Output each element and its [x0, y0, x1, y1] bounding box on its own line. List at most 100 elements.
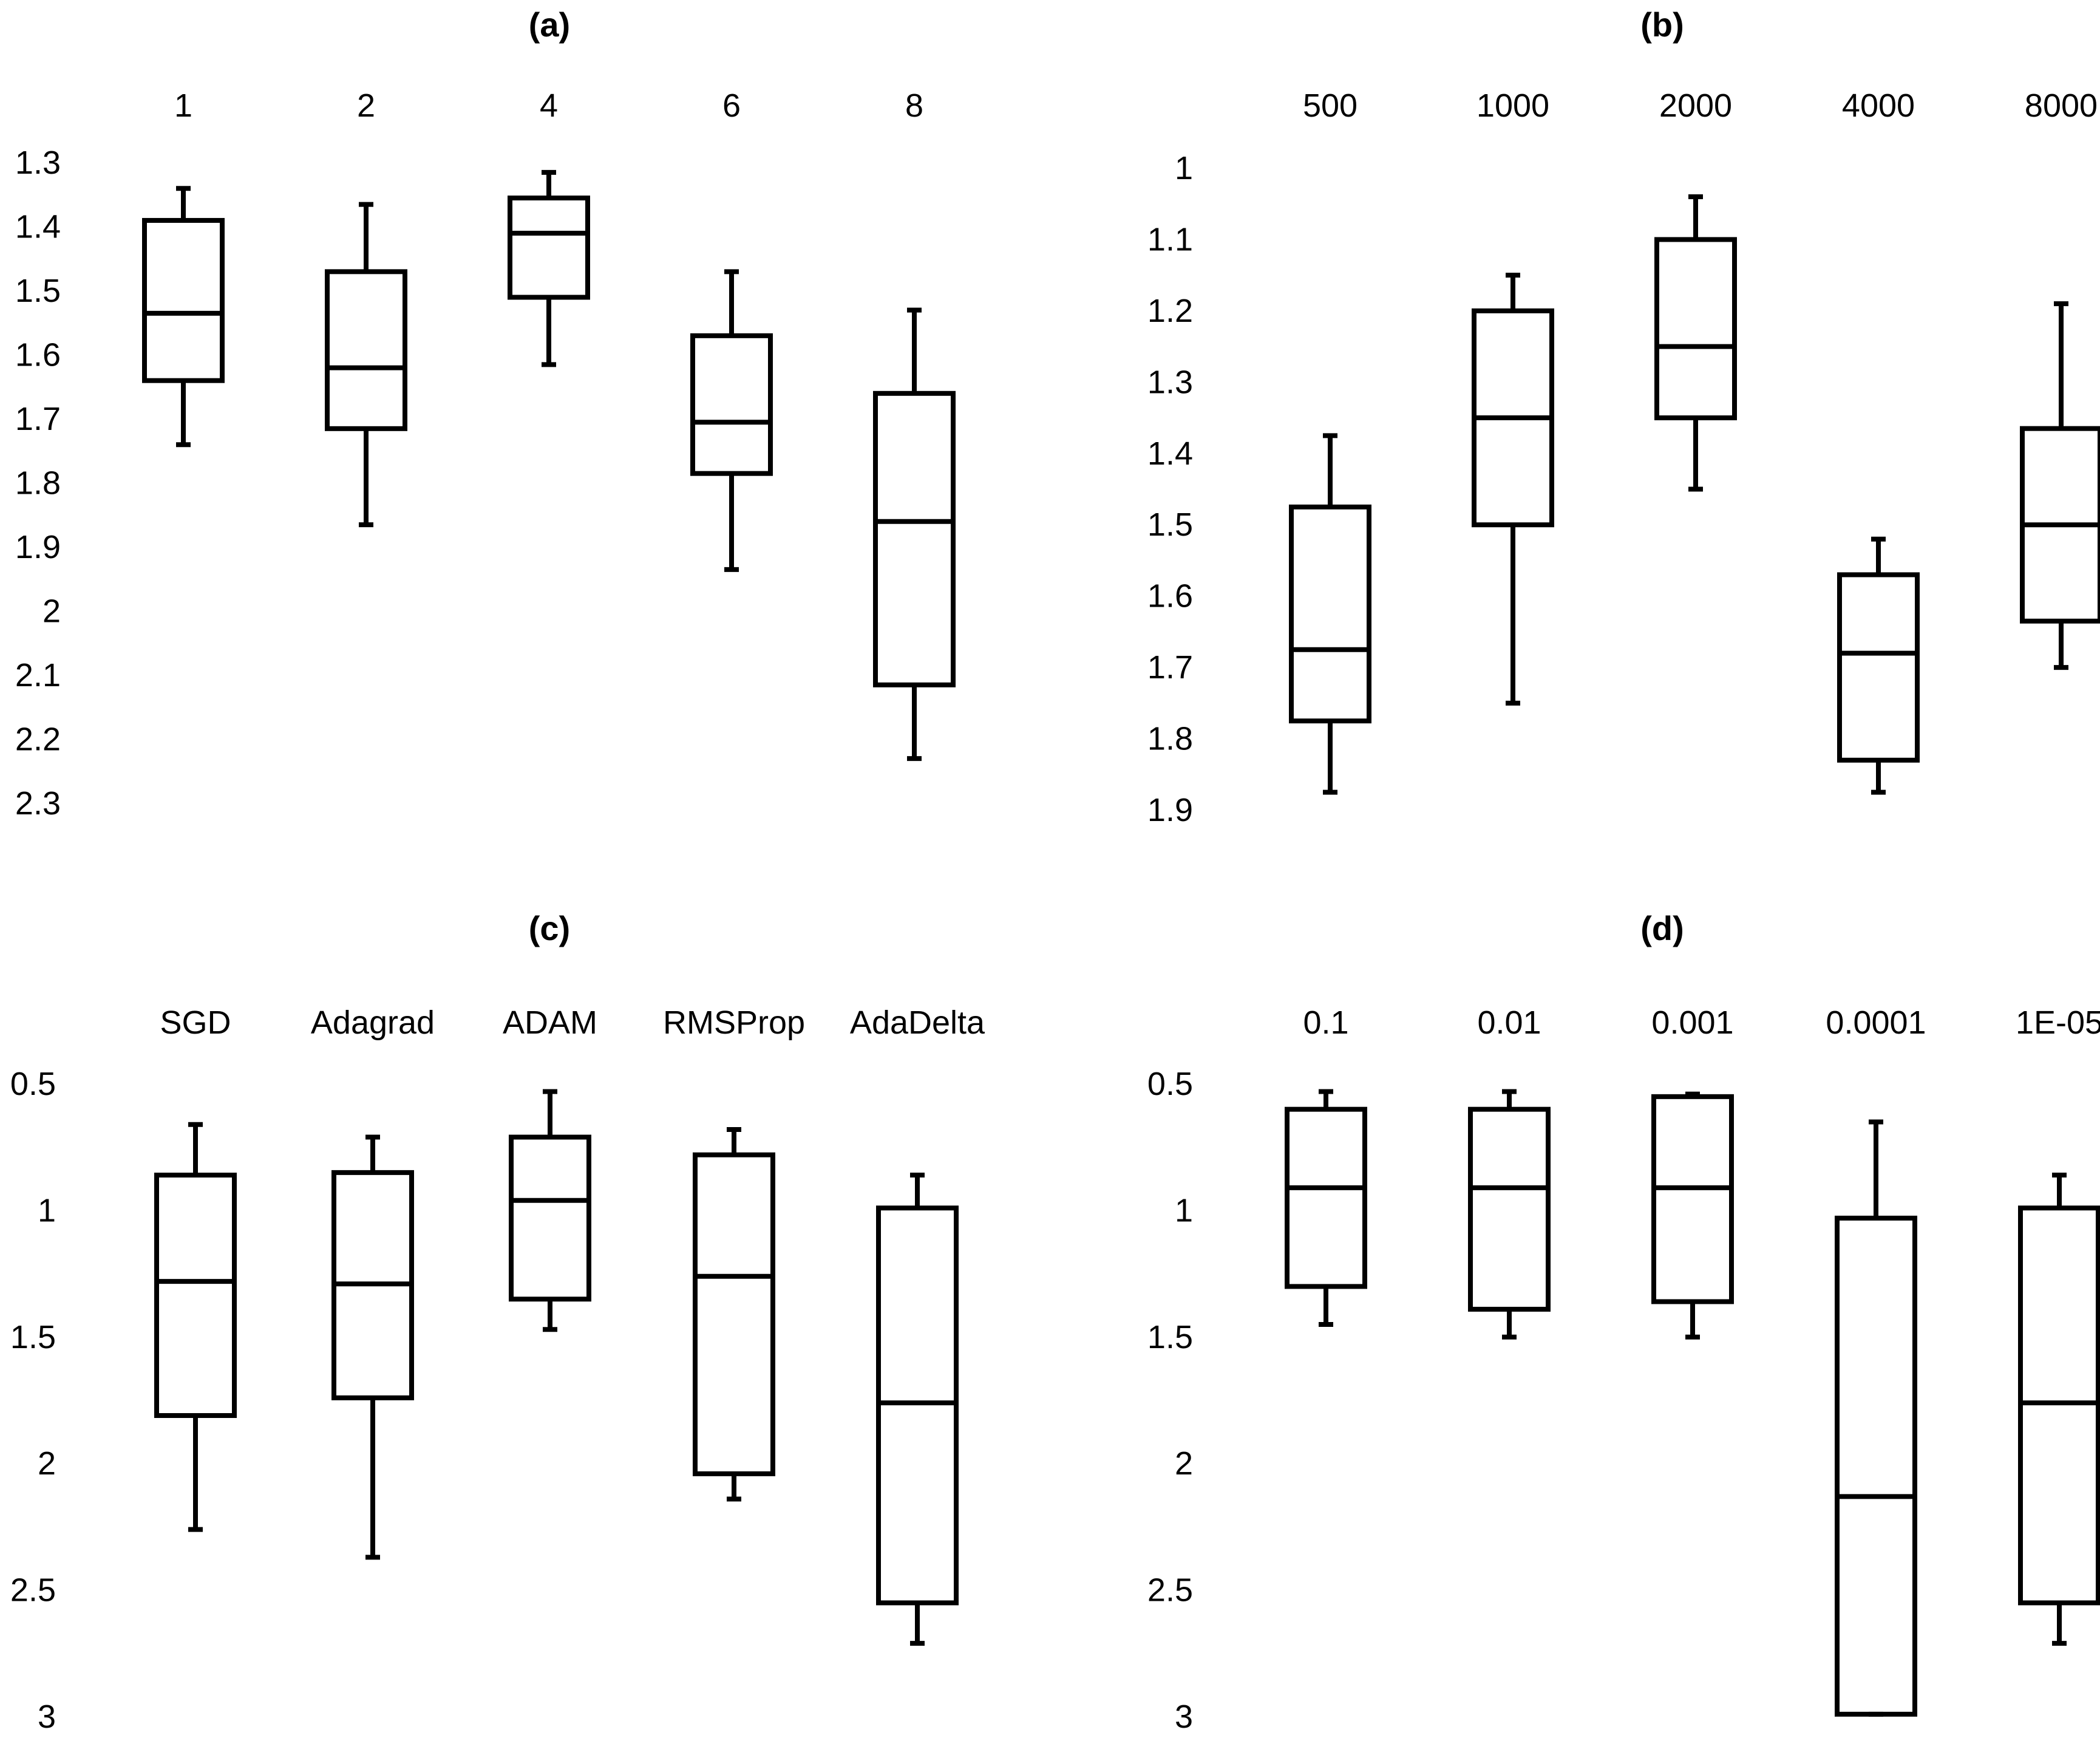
- iqr-box: [1835, 1215, 1917, 1717]
- iqr-box: [142, 217, 225, 383]
- category-label: 0.01: [1477, 1004, 1541, 1041]
- box-8: [873, 307, 956, 762]
- iqr-box: [325, 269, 407, 431]
- box-1: [142, 186, 225, 448]
- iqr-box: [1468, 1106, 1551, 1312]
- y-tick-label: 1: [1175, 1192, 1193, 1229]
- box-SGD: [154, 1122, 237, 1532]
- category-label: 500: [1303, 87, 1358, 124]
- category-labels: 1 2 4 6 8: [174, 87, 923, 124]
- y-tick-label: 1.4: [15, 209, 61, 245]
- category-label: 0.001: [1651, 1004, 1733, 1041]
- category-label: 1000: [1476, 87, 1549, 124]
- boxes: [1285, 1089, 2100, 1717]
- category-label: AdaDelta: [850, 1004, 985, 1041]
- y-tick-label: 1.8: [1147, 721, 1193, 757]
- category-label: RMSProp: [663, 1004, 805, 1041]
- y-tick-label: 2: [1175, 1445, 1193, 1482]
- box-1E-05: [2018, 1173, 2100, 1646]
- y-axis-ticks: 1 1.1 1.2 1.3 1.4 1.5 1.6 1.7 1.8 1.9: [1147, 150, 1193, 828]
- y-tick-label: 1.6: [15, 337, 61, 373]
- y-tick-label: 3: [38, 1699, 56, 1735]
- boxes: [1289, 194, 2100, 795]
- y-tick-label: 2.2: [15, 721, 61, 758]
- box-8000: [2020, 301, 2100, 670]
- iqr-box: [876, 1205, 959, 1606]
- y-tick-label: 1.8: [15, 465, 61, 502]
- panel-title: (b): [1640, 5, 1684, 44]
- y-axis-ticks: 0.5 1 1.5 2 2.5 3: [10, 1066, 56, 1735]
- category-label: 0.0001: [1826, 1004, 1926, 1041]
- panel-title: (c): [529, 909, 570, 947]
- iqr-box: [508, 196, 590, 300]
- y-tick-label: 2: [38, 1445, 56, 1482]
- y-tick-label: 1.4: [1147, 435, 1193, 472]
- y-tick-label: 1.5: [1147, 1319, 1193, 1355]
- iqr-box: [2018, 1205, 2100, 1606]
- iqr-box: [873, 390, 956, 687]
- category-label: 2: [357, 87, 375, 124]
- y-tick-label: 1.9: [15, 529, 61, 565]
- iqr-box: [1654, 237, 1737, 421]
- y-tick-label: 0.5: [10, 1066, 56, 1102]
- panel-d: (d) 0.5 1 1.5 2 2.5 3 0.1 0.01 0.001 0.0001 1E-05: [1147, 909, 2100, 1735]
- category-label: 6: [722, 87, 741, 124]
- category-label: 2000: [1659, 87, 1732, 124]
- y-tick-label: 2.5: [1147, 1572, 1193, 1609]
- y-tick-label: 1.7: [15, 401, 61, 437]
- iqr-box: [509, 1134, 591, 1302]
- boxes: [154, 1089, 959, 1646]
- y-axis-ticks: 1.3 1.4 1.5 1.6 1.7 1.8 1.9 2 2.1 2.2 2.3: [15, 145, 61, 822]
- y-tick-label: 1.5: [1147, 506, 1193, 543]
- panel-c: (c) 0.5 1 1.5 2 2.5 3 SGD Adagrad ADAM RMSProp Ad…: [10, 909, 985, 1735]
- y-tick-label: 1: [38, 1192, 56, 1229]
- box-ADAM: [509, 1089, 591, 1332]
- iqr-box: [1837, 572, 1920, 763]
- box-6: [690, 269, 773, 572]
- y-tick-label: 2.1: [15, 657, 61, 693]
- box-4: [508, 169, 590, 367]
- box-2000: [1654, 194, 1737, 492]
- category-label: 4: [540, 87, 558, 124]
- box-AdaDelta: [876, 1173, 959, 1646]
- iqr-box: [690, 333, 773, 476]
- y-tick-label: 1.3: [15, 145, 61, 181]
- y-tick-label: 1.2: [1147, 293, 1193, 329]
- category-labels: SGD Adagrad ADAM RMSProp AdaDelta: [160, 1004, 985, 1041]
- iqr-box: [1651, 1094, 1734, 1304]
- box-0.0001: [1835, 1119, 1917, 1717]
- box-2: [325, 202, 407, 528]
- y-tick-label: 1.1: [1147, 221, 1193, 257]
- category-label: 8: [905, 87, 923, 124]
- box-4000: [1837, 536, 1920, 795]
- panel-title: (d): [1640, 909, 1684, 947]
- box-0.1: [1285, 1089, 1367, 1327]
- y-tick-label: 1.5: [15, 273, 61, 309]
- y-tick-label: 1.9: [1147, 792, 1193, 828]
- panel-b: (b) 1 1.1 1.2 1.3 1.4 1.5 1.6 1.7 1.8 1.9 500 1000…: [1147, 5, 2100, 828]
- box-RMSProp: [693, 1127, 775, 1502]
- category-label: SGD: [160, 1004, 231, 1041]
- box-500: [1289, 433, 1371, 795]
- iqr-box: [1289, 504, 1371, 724]
- y-tick-label: 1: [1175, 150, 1193, 186]
- category-label: ADAM: [503, 1004, 597, 1041]
- category-labels: 500 1000 2000 4000 8000: [1303, 87, 2098, 124]
- y-tick-label: 1.6: [1147, 578, 1193, 615]
- boxes: [142, 169, 956, 762]
- y-tick-label: 3: [1175, 1699, 1193, 1735]
- y-tick-label: 2: [42, 593, 61, 630]
- iqr-box: [693, 1152, 775, 1476]
- box-0.01: [1468, 1089, 1551, 1340]
- category-labels: 0.1 0.01 0.001 0.0001 1E-05: [1303, 1004, 2100, 1041]
- y-tick-label: 0.5: [1147, 1066, 1193, 1102]
- box-0.001: [1651, 1091, 1734, 1340]
- y-tick-label: 2.5: [10, 1572, 56, 1609]
- panel-title: (a): [529, 5, 570, 44]
- panel-a: (a) 1.3 1.4 1.5 1.6 1.7 1.8 1.9 2 2.1 2.2 2.3 1 2 4 6…: [15, 5, 956, 822]
- y-tick-label: 1.7: [1147, 649, 1193, 686]
- category-label: 4000: [1842, 87, 1915, 124]
- box-1000: [1472, 273, 1554, 706]
- category-label: 1: [174, 87, 192, 124]
